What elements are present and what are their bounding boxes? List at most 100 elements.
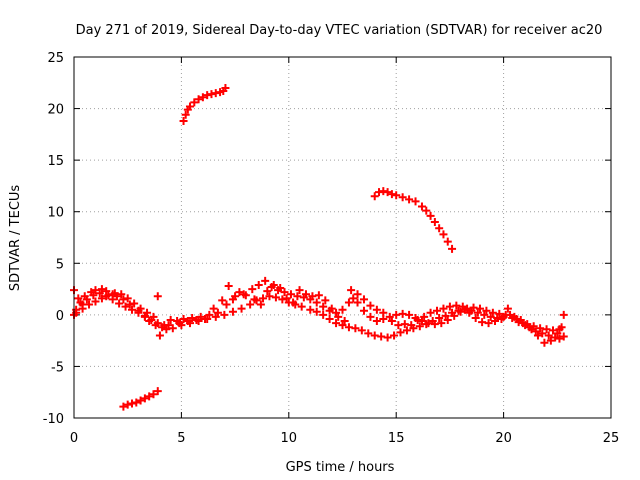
data-point [503,304,512,313]
data-point [422,206,431,215]
data-point [338,305,347,314]
data-point [420,312,429,321]
data-point [278,295,287,304]
data-point [392,191,401,200]
data-point [405,195,414,204]
data-point [417,202,426,211]
x-tick-labels: 0 5 10 15 20 25 [70,431,619,446]
data-point [153,292,162,301]
data-point [312,307,321,316]
data-point [411,197,420,206]
data-point [123,400,132,409]
data-point [143,308,152,317]
data-point [149,312,158,321]
data-point [353,290,362,299]
data-point [110,289,119,298]
data-point [209,304,218,313]
data-point [463,304,472,313]
data-point [293,292,302,301]
y-tick-label: 15 [47,154,64,169]
data-point [259,294,268,303]
x-tick-label: 20 [495,431,512,446]
data-point [72,308,81,317]
data-point [441,311,450,320]
x-tick-label: 5 [177,431,185,446]
data-point [542,325,551,334]
data-point [127,399,136,408]
x-tick-label: 10 [281,431,298,446]
data-point [480,310,489,319]
data-point [231,292,240,301]
y-tick-label: 20 [47,103,64,118]
data-point [359,295,368,304]
data-point [546,336,555,345]
data-point [338,321,347,330]
data-point [482,306,491,315]
grid-lines [74,57,611,418]
x-tick-label: 15 [388,431,405,446]
data-point [398,193,407,202]
data-point [473,308,482,317]
data-point [390,331,399,340]
data-point [533,331,542,340]
data-point [185,102,194,111]
data-point [319,302,328,311]
data-point [394,321,403,330]
data-point [246,300,255,309]
data-point [523,320,532,329]
data-point [153,387,162,396]
data-point [327,304,336,313]
data-point [364,329,373,338]
data-point [551,333,560,342]
data-point [121,302,130,311]
data-point [495,309,504,318]
data-point [119,295,128,304]
data-point [134,308,143,317]
data-point [123,294,132,303]
data-point [385,312,394,321]
data-point [85,300,94,309]
data-point [276,284,285,293]
data-point [478,318,487,327]
data-point [221,83,230,92]
data-point [179,116,188,125]
data-point [239,290,248,299]
data-point [456,307,465,316]
data-point [340,317,349,326]
data-point [183,317,192,326]
data-point [91,297,100,306]
data-point [261,276,270,285]
data-point [211,312,220,321]
data-point [445,302,454,311]
data-point [78,304,87,313]
data-point [540,338,549,347]
data-point [168,324,177,333]
data-point [450,311,459,320]
data-point [400,320,409,329]
data-point [248,285,257,294]
data-point [127,305,136,314]
data-point [405,310,414,319]
data-point [218,296,227,305]
data-point [366,312,375,321]
data-point [207,90,216,99]
data-point [179,314,188,323]
data-point [484,319,493,328]
data-point [370,192,379,201]
data-point [344,298,353,307]
axis-ticks [73,56,612,419]
y-tick-label: -5 [51,360,64,375]
data-point [396,328,405,337]
data-point [222,300,231,309]
data-point [387,317,396,326]
data-point [439,230,448,239]
data-point [125,300,134,309]
data-point [501,310,510,319]
data-point [383,333,392,342]
data-point [136,304,145,313]
data-point [132,398,141,407]
data-point [108,295,117,304]
data-point [379,308,388,317]
data-point [192,316,201,325]
data-point [555,334,564,343]
